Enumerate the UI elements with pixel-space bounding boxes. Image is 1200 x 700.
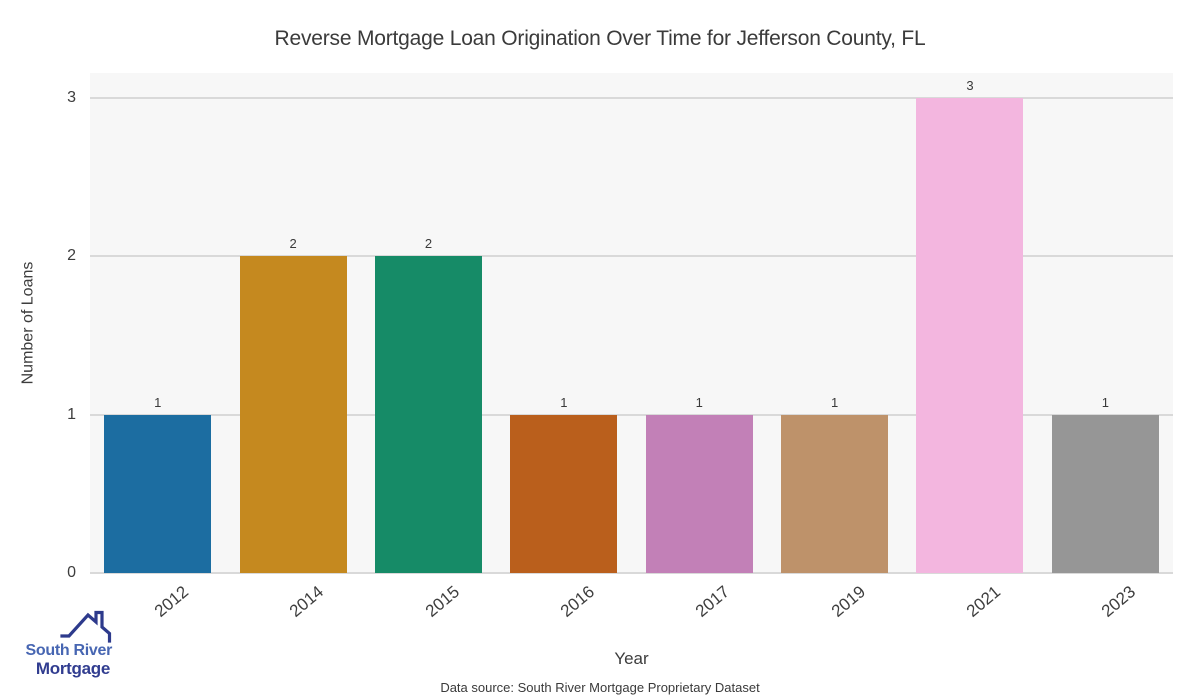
bar-2023 [1051,414,1159,573]
x-tick-2015: 2015 [421,582,463,621]
plot-area: 1 2 2 1 1 1 3 1 [90,73,1173,574]
y-axis-label: Number of Loans [19,261,37,385]
y-tick-0: 0 [67,564,76,581]
x-tick-2014: 2014 [286,582,328,621]
y-tick-1: 1 [67,405,76,423]
data-source-note: Data source: South River Mortgage Propri… [440,680,760,695]
logo-text-line1: South River [25,642,113,659]
y-tick-3: 3 [67,89,76,107]
bar-2014 [239,256,347,573]
bar-2017 [645,414,753,573]
bar-value-label-2014: 2 [289,236,297,252]
x-tick-2012: 2012 [150,582,192,621]
x-tick-2021: 2021 [962,582,1005,621]
south-river-mortgage-logo: South River Mortgage [16,606,120,686]
bar-2021 [916,98,1024,573]
bar-2012 [104,414,212,573]
x-tick-2019: 2019 [827,582,869,621]
bar-value-label-2017: 1 [695,394,703,410]
house-roof-icon [60,610,112,643]
chart-title: Reverse Mortgage Loan Origination Over T… [274,27,926,50]
gridline-y-1 [90,413,1173,416]
gridline-y-3 [90,97,1173,100]
x-tick-2023: 2023 [1098,582,1140,621]
bar-value-label-2016: 1 [560,394,568,410]
y-axis-label-container: Number of Loans [8,73,48,573]
bar-2015 [374,256,482,573]
bar-2019 [781,414,889,573]
bar-value-label-2012: 1 [154,394,162,410]
house-roof-path [60,610,112,643]
bar-value-label-2021: 3 [966,78,974,94]
y-tick-2: 2 [67,247,76,265]
x-tick-2017: 2017 [692,582,734,621]
bar-value-label-2015: 2 [424,236,433,252]
gridline-y-0 [90,572,1173,574]
bar-2016 [510,414,618,573]
x-tick-2016: 2016 [556,582,599,621]
logo-text-line2: Mortgage [35,659,110,678]
bar-value-label-2023: 1 [1101,394,1109,410]
x-axis-label: Year [614,649,649,668]
bar-value-label-2019: 1 [830,394,839,410]
gridline-y-2 [90,255,1173,258]
